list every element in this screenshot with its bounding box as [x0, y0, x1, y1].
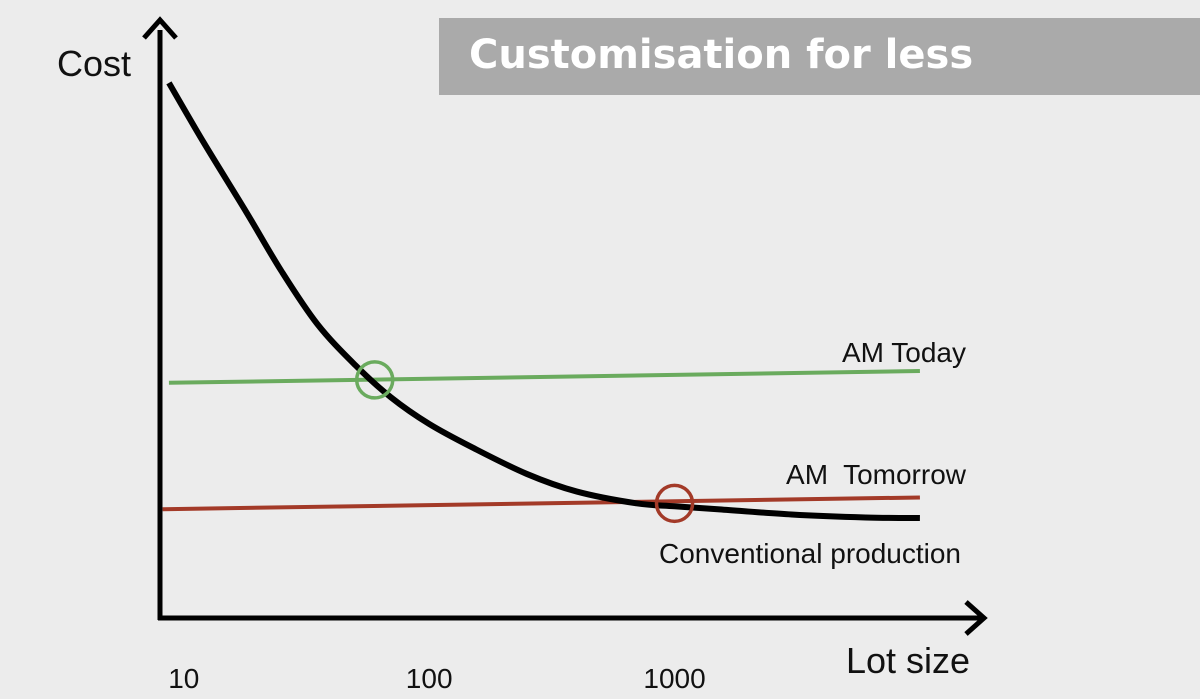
break-even-marker-am-today	[354, 360, 395, 400]
labels-layer: Cost Lot size	[57, 43, 970, 681]
tick-label-layer: 10 100 1000	[168, 663, 705, 694]
y-axis-arrow	[142, 16, 178, 40]
series-layer	[162, 81, 920, 522]
series-label-am-tomorrow: AM Tomorrow	[786, 459, 967, 490]
title-banner: Customisation for less	[439, 18, 1200, 95]
axes-layer	[142, 16, 988, 636]
x-tick-label: 10	[168, 663, 199, 694]
series-line-am-tomorrow	[162, 495, 920, 512]
series-line-am-today	[168, 369, 920, 385]
x-tick-label: 1000	[643, 663, 705, 694]
y-axis-label: Cost	[57, 43, 131, 84]
series-label-am-today: AM Today	[842, 337, 966, 368]
x-axis-label: Lot size	[846, 640, 970, 681]
break-even-marker-am-tomorrow	[654, 483, 695, 524]
x-tick-label: 100	[406, 663, 453, 694]
series-line-conventional	[166, 81, 920, 522]
x-axis-arrow	[964, 600, 988, 636]
series-label-layer: Conventional production AM Today AM Tomorr…	[659, 337, 967, 569]
series-label-conventional: Conventional production	[659, 538, 961, 569]
marker-layer	[354, 360, 695, 524]
page-title: Customisation for less	[469, 32, 974, 78]
